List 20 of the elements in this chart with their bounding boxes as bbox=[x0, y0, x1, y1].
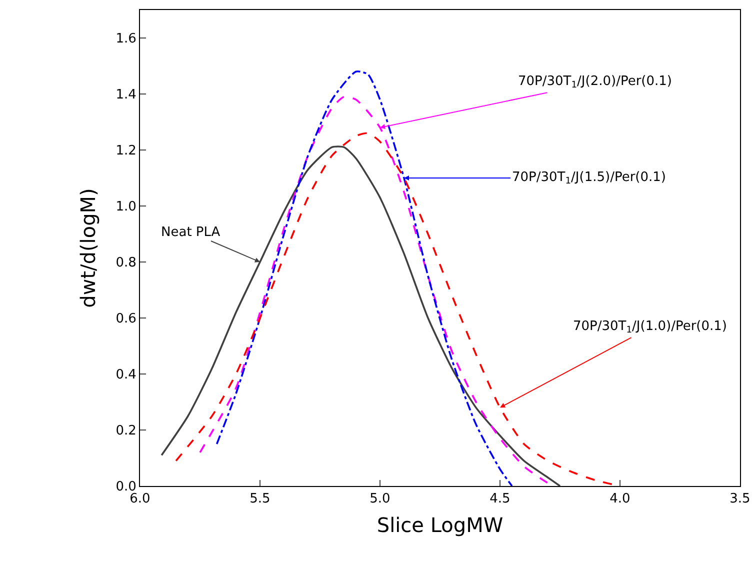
annotation: Neat PLA bbox=[161, 225, 220, 240]
y-tick-label: 0.8 bbox=[116, 256, 136, 271]
x-tick-label: 4.0 bbox=[610, 492, 630, 507]
x-tick-label: 5.0 bbox=[370, 492, 390, 507]
x-tick-label: 4.5 bbox=[490, 492, 510, 507]
y-tick-label: 0.2 bbox=[116, 424, 136, 439]
annotation: 70P/30T$_{1}$/J(1.5)/Per(0.1) bbox=[512, 170, 666, 187]
x-tick-label: 3.5 bbox=[730, 492, 750, 507]
y-axis-title: dwt/d(logM) bbox=[76, 188, 100, 308]
y-tick-label: 1.6 bbox=[116, 32, 136, 47]
y-tick-label: 1.4 bbox=[116, 88, 136, 103]
annotation: 70P/30T$_{1}$/J(1.0)/Per(0.1) bbox=[573, 319, 727, 336]
y-tick-label: 0.4 bbox=[116, 368, 136, 383]
x-tick-label: 6.0 bbox=[130, 492, 150, 507]
y-tick-label: 0.6 bbox=[116, 312, 136, 327]
y-tick-label: 1.2 bbox=[116, 144, 136, 159]
x-tick-label: 5.5 bbox=[250, 492, 270, 507]
annotation: 70P/30T$_{1}$/J(2.0)/Per(0.1) bbox=[518, 74, 672, 91]
x-axis-title: Slice LogMW bbox=[376, 513, 504, 538]
y-tick-label: 1.0 bbox=[116, 200, 136, 215]
